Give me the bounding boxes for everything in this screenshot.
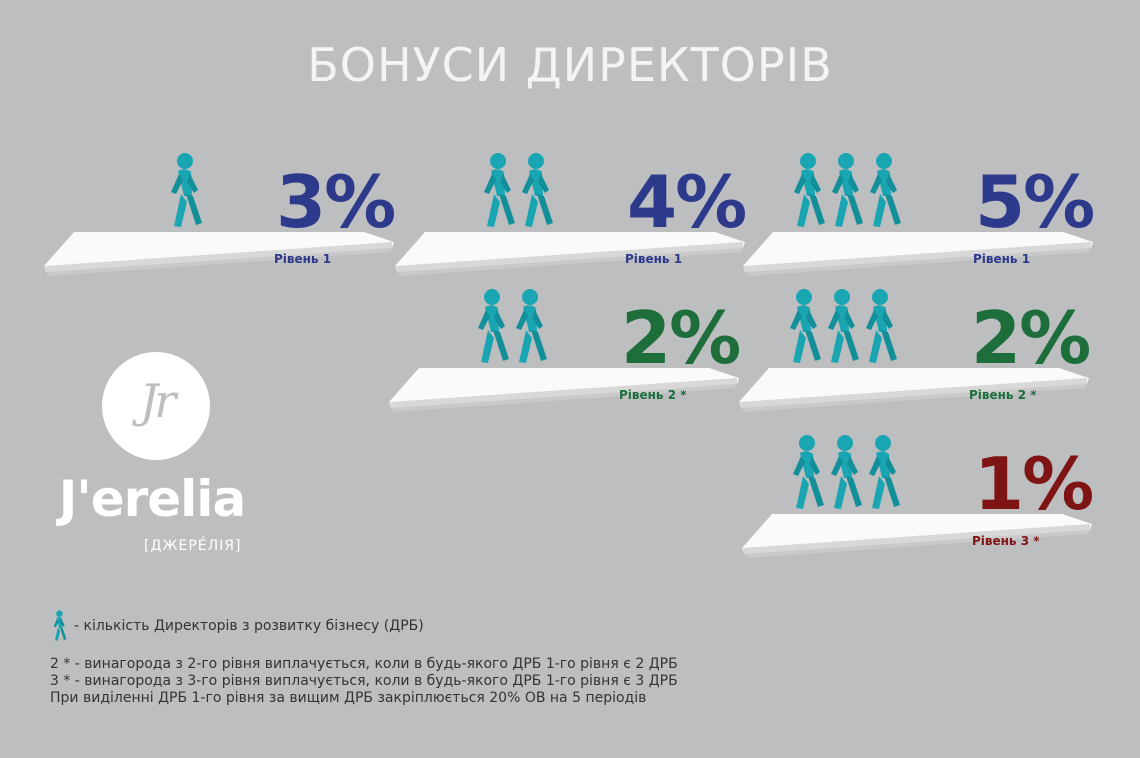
- walking-person-icon: [866, 289, 897, 363]
- platform: [743, 232, 1093, 276]
- platform: [44, 232, 394, 276]
- walking-person-icon: [171, 153, 202, 227]
- bonus-percent: 1%: [974, 442, 1094, 526]
- walking-person-icon: [522, 153, 553, 227]
- footnotes: 2 * - винагорода з 2-го рівня виплачуєть…: [50, 656, 678, 707]
- walking-person-icon: [832, 153, 863, 227]
- level-label: Рівень 2 *: [969, 388, 1037, 402]
- level-label: Рівень 1: [973, 252, 1031, 266]
- walking-person-icon: [828, 289, 859, 363]
- footnote-1: 2 * - винагорода з 2-го рівня виплачуєть…: [50, 656, 678, 672]
- platform: [389, 368, 739, 412]
- walking-person-icon: [831, 435, 862, 509]
- level-label: Рівень 1: [625, 252, 683, 266]
- walking-person-icon: [516, 289, 547, 363]
- bonus-percent: 2%: [621, 296, 741, 380]
- people-group: [785, 288, 897, 366]
- walking-person-icon: [484, 153, 515, 227]
- walking-person-icon: [790, 289, 821, 363]
- walking-person-icon: [794, 153, 825, 227]
- bonus-card: 1% Рівень 3 *: [742, 422, 1102, 562]
- legend-text: - кількість Директорів з розвитку бізнес…: [74, 618, 424, 634]
- people-group: [166, 152, 202, 230]
- people-group: [789, 152, 901, 230]
- logo-wordmark: J'erelia: [58, 470, 246, 528]
- people-group: [479, 152, 553, 230]
- bonus-card: 3% Рівень 1: [44, 140, 404, 280]
- level-label: Рівень 3 *: [972, 534, 1040, 548]
- walking-person-icon: [478, 289, 509, 363]
- logo-circle: [102, 352, 210, 460]
- people-group: [473, 288, 547, 366]
- level-label: Рівень 2 *: [619, 388, 687, 402]
- people-group: [788, 434, 900, 512]
- platform: [739, 368, 1089, 412]
- bonus-percent: 2%: [971, 296, 1091, 380]
- footnote-2: 3 * - винагорода з 3-го рівня виплачуєть…: [50, 673, 678, 689]
- walking-person-icon: [53, 610, 67, 641]
- bonus-card: 4% Рівень 1: [395, 140, 755, 280]
- walking-person-icon: [870, 153, 901, 227]
- walking-person-icon: [793, 435, 824, 509]
- platform: [742, 514, 1092, 558]
- walking-person-icon: [869, 435, 900, 509]
- bonus-card: 2% Рівень 2 *: [739, 276, 1099, 416]
- bonus-percent: 4%: [627, 160, 747, 244]
- legend: - кількість Директорів з розвитку бізнес…: [50, 610, 424, 642]
- bonus-card: 2% Рівень 2 *: [389, 276, 749, 416]
- logo-monogram: Jr: [139, 374, 176, 428]
- platform: [395, 232, 745, 276]
- level-label: Рівень 1: [274, 252, 332, 266]
- bonus-percent: 5%: [975, 160, 1095, 244]
- logo-subtitle: [ДЖЕРЕ́ЛІЯ]: [144, 538, 242, 554]
- bonus-percent: 3%: [276, 160, 396, 244]
- brand-logo: Jr J'erelia [ДЖЕРЕ́ЛІЯ]: [52, 352, 252, 562]
- page-title: БОНУСИ ДИРЕКТОРІВ: [307, 38, 833, 92]
- bonus-card: 5% Рівень 1: [743, 140, 1103, 280]
- footnote-3: При виділенні ДРБ 1-го рівня за вищим ДР…: [50, 690, 647, 706]
